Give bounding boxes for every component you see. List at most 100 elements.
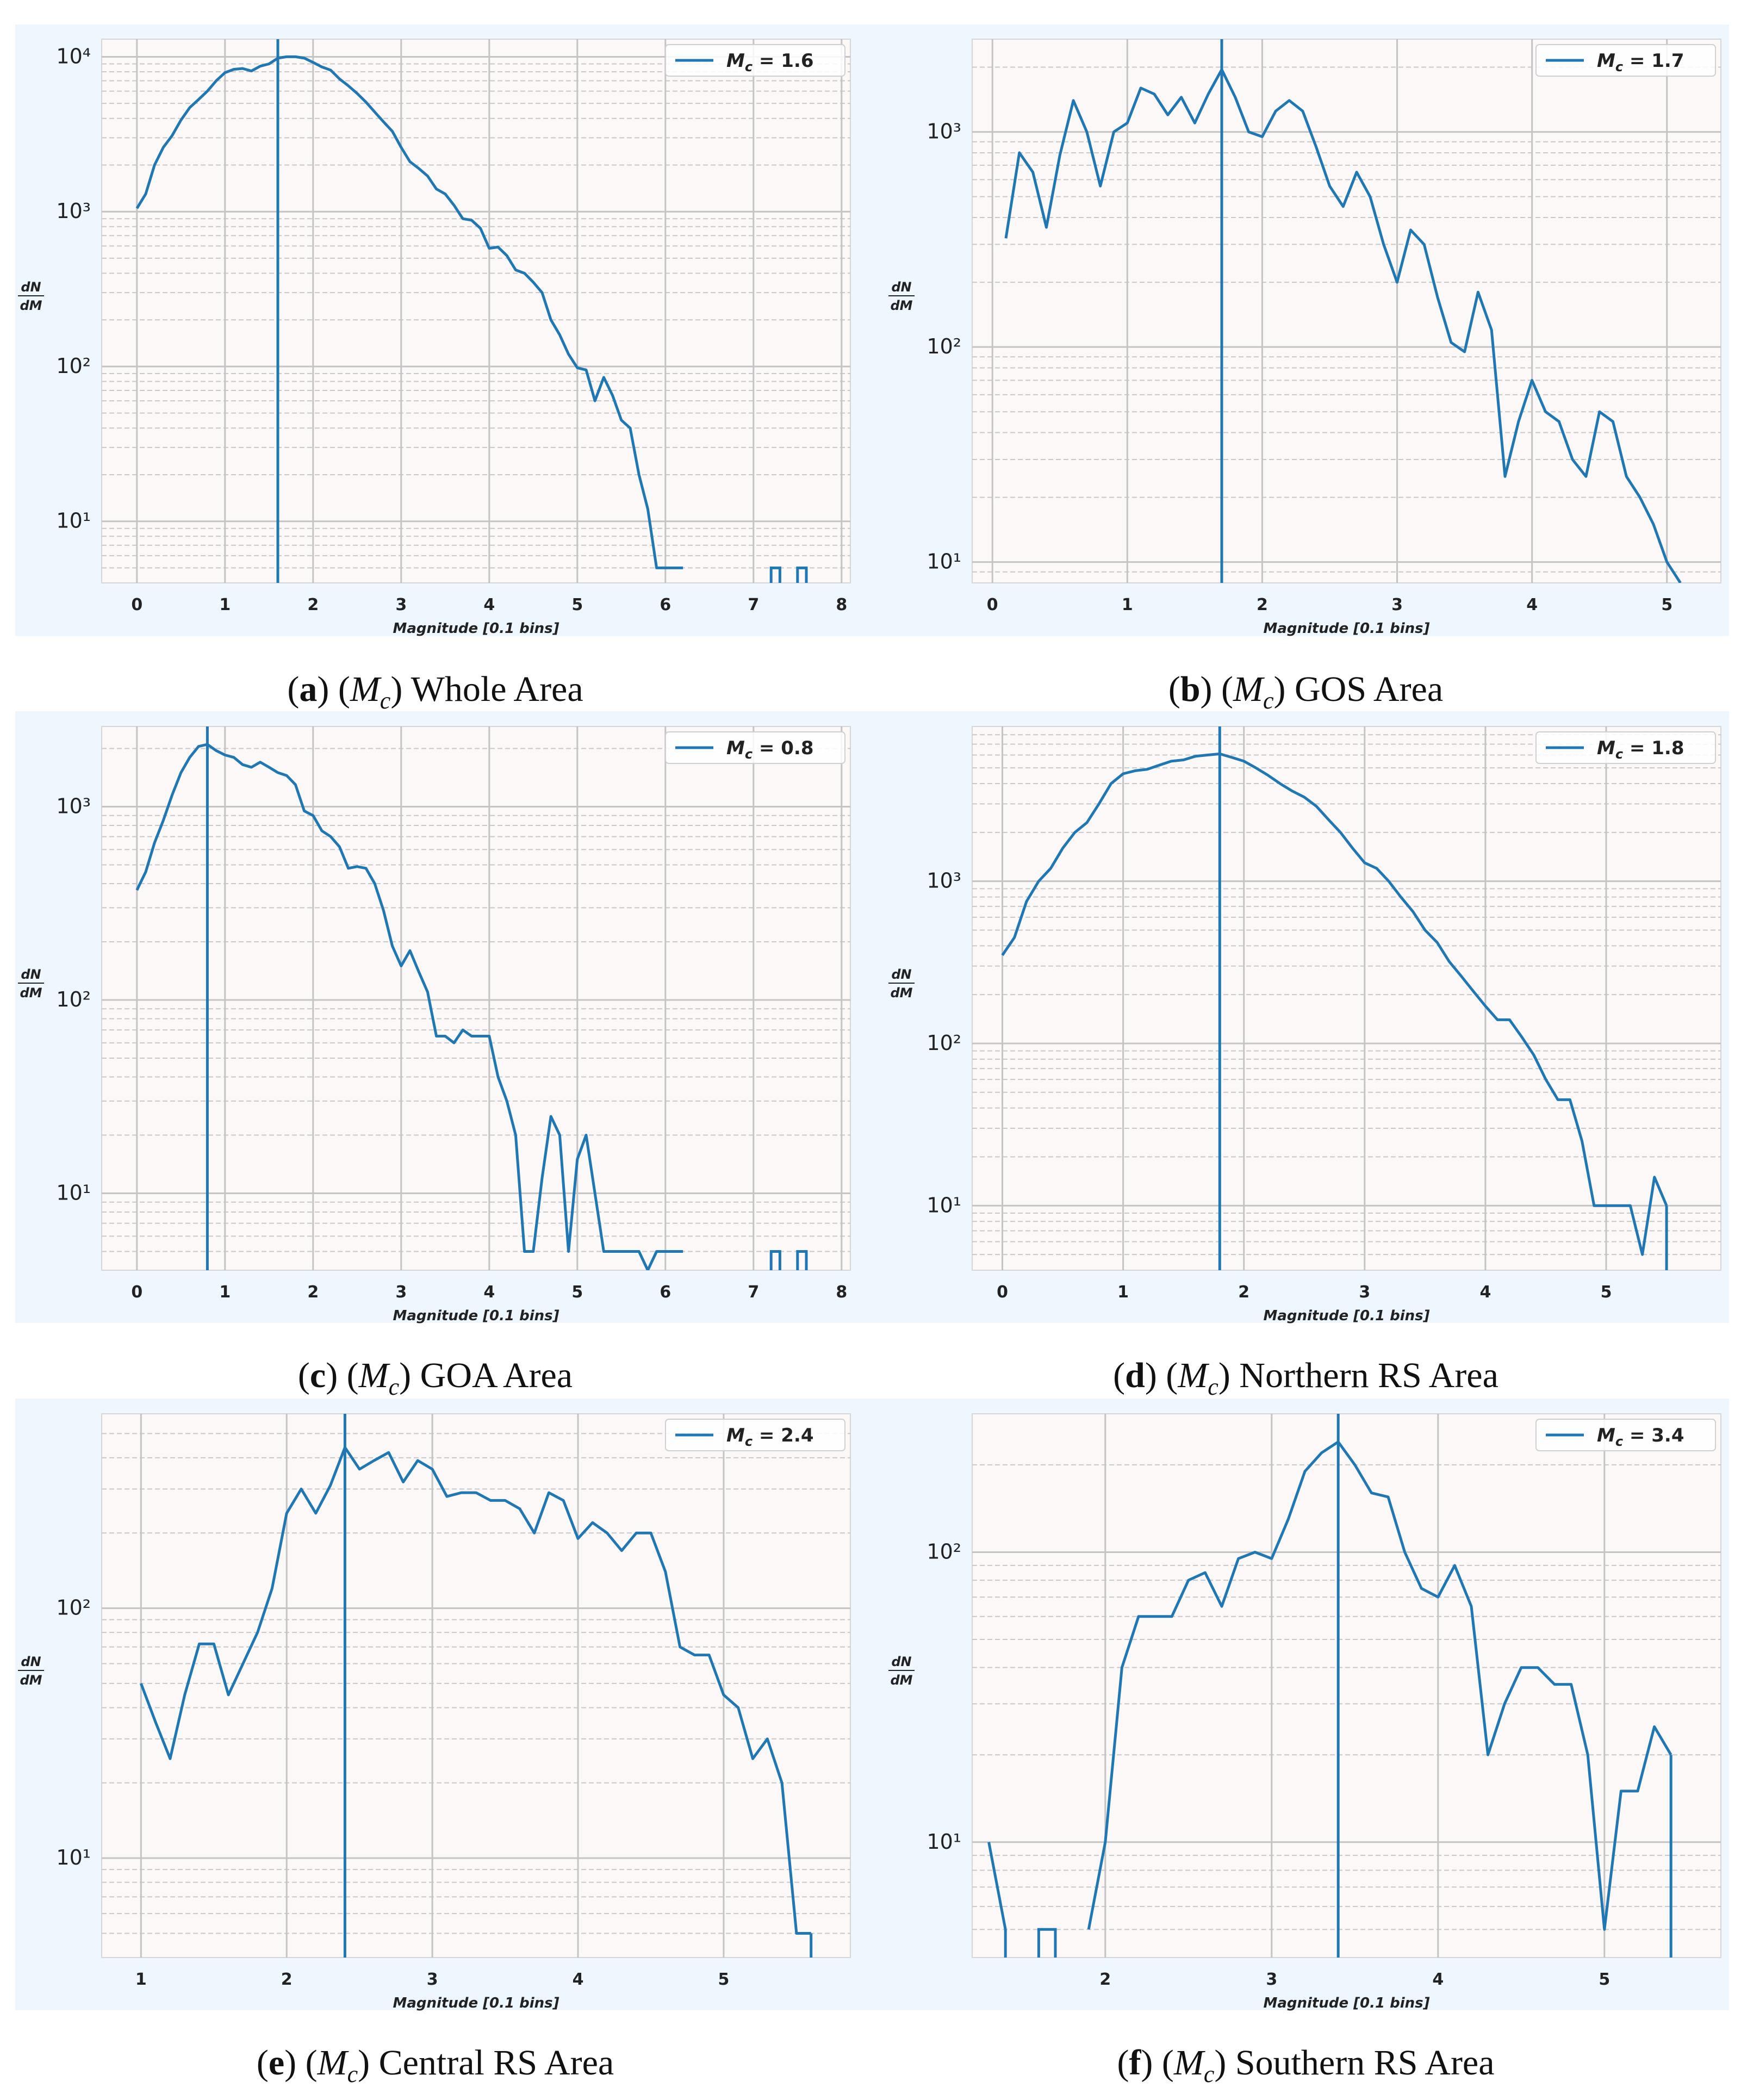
x-axis-label: Magnitude [0.1 bins]	[393, 1995, 559, 2011]
y-axis-label-denominator: dM	[20, 1673, 42, 1688]
x-tick-label: 3	[1359, 1283, 1370, 1302]
y-tick-label: 10³	[927, 869, 961, 893]
x-tick-label: 3	[395, 1283, 407, 1302]
y-axis-label-numerator: dN	[891, 967, 911, 982]
series-line	[135, 55, 683, 569]
x-tick-label: 3	[427, 1970, 438, 1989]
series-segment	[987, 1842, 1007, 1958]
legend: Mc = 0.8	[665, 731, 845, 764]
x-tick-label: 1	[219, 595, 231, 614]
chart-a: 0 1 2 3 4 5 6 7 8 10¹ 10² 10³ 10⁴ Magnitude [0.1 bins…	[18, 39, 851, 637]
data-layer	[1001, 752, 1668, 1270]
series-segment	[1037, 1928, 1057, 1958]
x-tick-label: 4	[1479, 1283, 1491, 1302]
x-tick-label: 5	[718, 1970, 729, 1989]
legend-box	[1535, 731, 1716, 764]
x-tick-label: 1	[1122, 595, 1133, 614]
series-line	[1001, 752, 1668, 1256]
caption-f: (f) (Mc) Southern RS Area	[1117, 2043, 1495, 2087]
plot-area	[972, 1413, 1721, 1958]
series-segment	[796, 1250, 808, 1270]
minor-gridlines	[972, 66, 1721, 573]
x-axis-label: Magnitude [0.1 bins]	[393, 620, 559, 637]
series-line	[135, 743, 683, 1270]
x-tick-label: 5	[571, 595, 583, 614]
y-tick-label: 10¹	[56, 509, 91, 533]
plot-area	[101, 1413, 851, 1958]
plot-area	[101, 726, 851, 1271]
chart-f: 2 3 4 5 10¹ 10² Magnitude [0.1 bins] dN dM Mc = 3…	[888, 1413, 1721, 2011]
x-tick-label: 2	[281, 1970, 293, 1989]
y-axis-label-numerator: dN	[21, 279, 41, 295]
caption-d: (d) (Mc) Northern RS Area	[1113, 1356, 1498, 1400]
legend-box	[1535, 44, 1716, 77]
x-tick-label: 4	[483, 595, 495, 614]
chart-d: 0 1 2 3 4 5 10¹ 10² 10³ Magnitude [0.1 bins] dN dM M…	[888, 726, 1721, 1324]
data-layer	[1004, 68, 1682, 583]
caption-a: (a) (Mc) Whole Area	[287, 669, 583, 714]
x-tick-label: 1	[219, 1283, 231, 1302]
legend-box	[665, 44, 845, 77]
series-segment	[796, 566, 808, 583]
chart-e: 1 2 3 4 5 10¹ 10² Magnitude [0.1 bins] dN dM Mc = …	[18, 1413, 851, 2011]
y-tick-label: 10³	[56, 794, 91, 818]
x-tick-label: 2	[1099, 1970, 1111, 1989]
x-tick-label: 4	[1526, 595, 1538, 614]
x-tick-label: 4	[573, 1970, 584, 1989]
legend-box	[665, 731, 845, 764]
major-gridlines	[972, 726, 1721, 1270]
legend: Mc = 1.7	[1535, 44, 1716, 77]
series-segment	[769, 566, 781, 583]
y-tick-label: 10¹	[927, 550, 961, 574]
x-tick-label: 6	[660, 595, 671, 614]
series-line	[1004, 68, 1682, 583]
x-tick-label: 5	[1599, 1970, 1610, 1989]
y-axis-label-numerator: dN	[891, 279, 911, 295]
x-tick-label: 0	[131, 1283, 142, 1302]
legend-label: Mc = 0.8	[726, 737, 813, 762]
x-tick-label: 2	[307, 595, 319, 614]
data-layer	[135, 743, 808, 1270]
y-tick-label: 10²	[927, 1539, 961, 1563]
y-tick-label: 10¹	[56, 1181, 91, 1205]
x-tick-label: 2	[307, 1283, 319, 1302]
y-tick-label: 10³	[56, 199, 91, 223]
x-tick-label: 1	[135, 1970, 147, 1989]
legend-box	[665, 1419, 845, 1451]
y-axis-label-numerator: dN	[891, 1654, 911, 1669]
x-tick-label: 0	[997, 1283, 1008, 1302]
x-tick-label: 8	[836, 1283, 847, 1302]
x-axis-label: Magnitude [0.1 bins]	[1263, 1308, 1429, 1324]
x-tick-label: 3	[1391, 595, 1403, 614]
y-axis-label-numerator: dN	[21, 1654, 41, 1669]
minor-gridlines	[102, 748, 850, 1252]
legend: Mc = 2.4	[665, 1419, 845, 1451]
x-tick-label: 3	[395, 595, 407, 614]
y-axis-label-denominator: dM	[20, 298, 42, 313]
y-tick-label: 10¹	[56, 1846, 91, 1869]
plot-area	[101, 39, 851, 583]
minor-gridlines	[102, 63, 850, 569]
x-tick-label: 5	[571, 1283, 583, 1302]
plot-area	[972, 726, 1721, 1271]
x-tick-label: 4	[1432, 1970, 1444, 1989]
y-tick-label: 10²	[56, 987, 91, 1011]
major-gridlines	[972, 39, 1721, 583]
series-line	[139, 1446, 811, 1935]
x-tick-label: 2	[1238, 1283, 1249, 1302]
y-tick-label: 10¹	[927, 1193, 961, 1217]
y-axis-label-denominator: dM	[890, 985, 912, 1001]
legend-box	[1535, 1419, 1716, 1451]
plot-area	[972, 39, 1721, 583]
y-axis-label-numerator: dN	[21, 967, 41, 982]
x-tick-label: 7	[748, 595, 759, 614]
series-segment	[769, 1250, 781, 1270]
chart-c: 0 1 2 3 4 5 6 7 8 10¹ 10² 10³ Magnitude [0.1 bins] dN…	[18, 726, 851, 1324]
caption-b: (b) (Mc) GOS Area	[1168, 669, 1444, 714]
x-tick-label: 7	[748, 1283, 759, 1302]
data-layer	[139, 1446, 813, 1958]
x-tick-label: 2	[1257, 595, 1268, 614]
legend-label: Mc = 1.8	[1597, 737, 1684, 762]
legend: Mc = 1.8	[1535, 731, 1716, 764]
caption-e: (e) (Mc) Central RS Area	[256, 2043, 614, 2087]
